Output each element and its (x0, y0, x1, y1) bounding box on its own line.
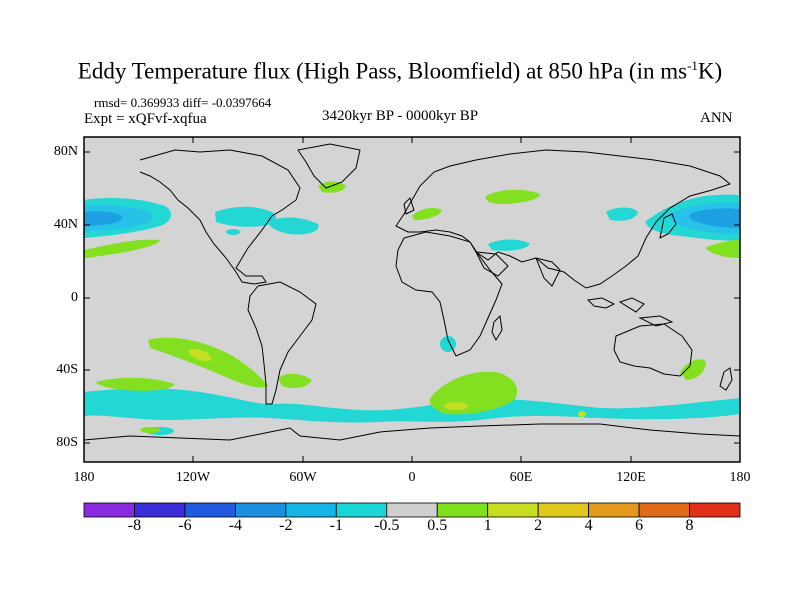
south-pacific-green (148, 337, 268, 388)
middle-east-cyan (488, 239, 530, 251)
lat-label-40s: 40S (56, 362, 78, 377)
map-field (84, 137, 740, 462)
colorbar-swatch (487, 502, 539, 518)
colorbar-swatch (537, 502, 590, 518)
colorbar-swatch (234, 502, 287, 518)
colorbar-label: 0.5 (427, 517, 448, 534)
north-pacific-east-midblue (689, 208, 740, 228)
colorbar-label: -6 (178, 517, 192, 534)
colorbar-swatch (184, 502, 236, 518)
colorbar-label: 2 (534, 517, 543, 534)
colorbar-label: -1 (329, 517, 343, 534)
plot-title: Eddy Temperature flux (High Pass, Bloomf… (77, 58, 723, 84)
colorbar-swatch (588, 502, 640, 518)
colorbar-label: 4 (584, 517, 593, 534)
coastlines (84, 143, 740, 441)
north-pacific-west-midblue (84, 211, 123, 226)
colorbar-swatch (436, 502, 489, 518)
lon-label-120w: 120W (175, 470, 211, 485)
siberia-green (485, 189, 540, 204)
lon-label-180e: 180 (729, 470, 751, 485)
lon-label-180w: 180 (73, 470, 95, 485)
lon-label-60e: 60E (509, 470, 533, 485)
lat-label-80n: 80N (53, 144, 78, 159)
axis-ticks (84, 137, 740, 462)
colorbar-label: -2 (279, 517, 293, 534)
north-atlantic-cyan-2 (268, 217, 319, 235)
cyan-blob (580, 410, 600, 418)
lat-label-0: 0 (71, 290, 78, 305)
south-america-green (278, 373, 312, 388)
colorbar-label: 6 (635, 517, 644, 534)
yellow-green-blob (444, 402, 468, 410)
rmsd-diff-stats: rmsd= 0.369933 diff= -0.0397664 (94, 95, 272, 110)
lon-label-0: 0 (408, 470, 416, 485)
colorbar-swatch (638, 502, 690, 518)
europe-green (412, 208, 442, 220)
colorbar-swatch (335, 502, 388, 518)
colorbar-label: -0.5 (374, 517, 400, 534)
north-pacific-east-green (705, 240, 740, 258)
north-pacific-west-green (84, 239, 160, 258)
lon-label-60w: 60W (289, 470, 317, 485)
season-label: ANN (700, 110, 733, 126)
lon-label-120e: 120E (616, 470, 646, 485)
south-pacific-green-2 (96, 377, 175, 391)
colorbar-swatch (285, 502, 337, 518)
colorbar-swatch (689, 502, 741, 518)
colorbar-label: 8 (685, 517, 694, 534)
colorbar-label: 1 (483, 517, 492, 534)
colorbar (83, 502, 741, 518)
yellow-green-blob (578, 411, 586, 417)
colorbar-label: -8 (127, 517, 142, 534)
yellow-green-blob (188, 348, 212, 362)
experiment-label: Expt = xQFvf-xqfua (84, 111, 207, 127)
colorbar-label: -4 (228, 517, 243, 534)
cyan-blob (226, 229, 240, 235)
north-atlantic-cyan (215, 206, 277, 227)
greenland-green (318, 181, 346, 193)
lat-label-40n: 40N (53, 217, 78, 232)
colorbar-swatch (83, 502, 135, 518)
australia-green (680, 359, 706, 380)
lat-label-80s: 80S (56, 435, 78, 450)
time-period-label: 3420kyr BP - 0000kyr BP (322, 108, 479, 124)
colorbar-swatch (134, 502, 186, 518)
southern-ocean-cyan-band (84, 388, 740, 423)
central-asia-cyan (606, 207, 638, 221)
green-blob (140, 427, 160, 433)
colorbar-swatch (386, 502, 438, 518)
